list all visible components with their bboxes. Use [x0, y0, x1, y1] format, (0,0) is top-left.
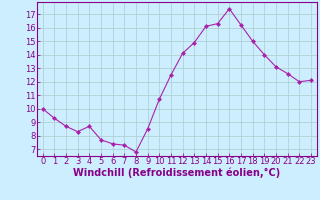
X-axis label: Windchill (Refroidissement éolien,°C): Windchill (Refroidissement éolien,°C) — [73, 168, 280, 178]
